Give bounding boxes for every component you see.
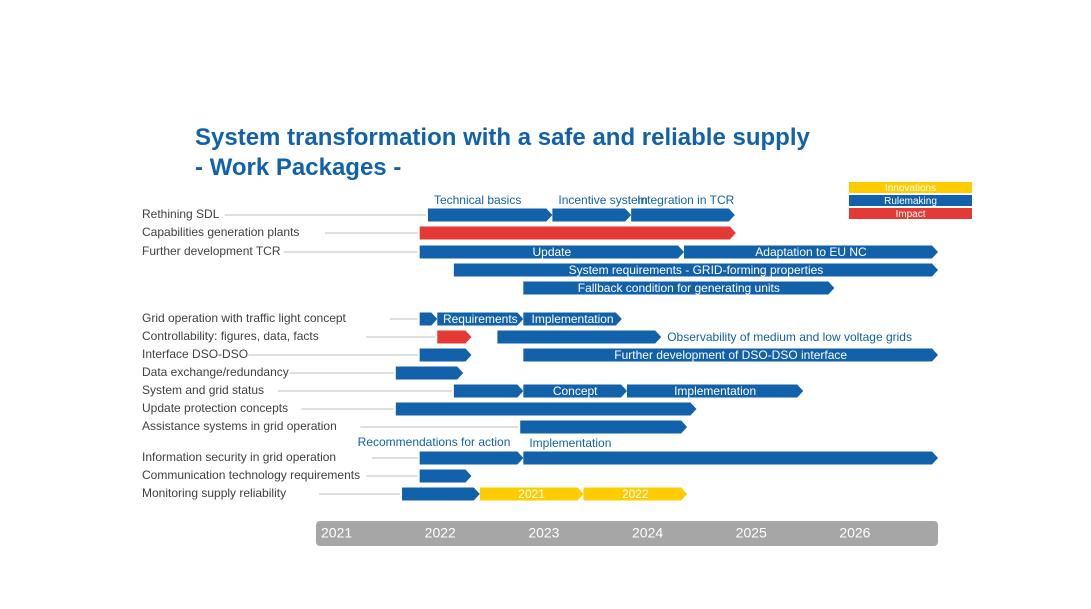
work-package-row: Data exchange/redundancy — [142, 365, 464, 380]
task-bar-label: Implementation — [674, 384, 756, 398]
task-bar-rulemaking[interactable] — [523, 384, 627, 398]
task-bar-label: 2022 — [622, 487, 649, 501]
task-bar-label: Fallback condition for generating units — [578, 281, 780, 295]
work-package-label: Information security in grid operation — [142, 450, 336, 464]
task-bar-label: Update — [532, 245, 571, 259]
task-bar-label: Further development of DSO-DSO interface — [614, 348, 847, 362]
task-bar-rulemaking[interactable] — [520, 420, 688, 434]
work-package-label: Monitoring supply reliability — [142, 486, 286, 500]
work-package-label: System and grid status — [142, 383, 264, 397]
task-bar-rulemaking[interactable] — [419, 245, 685, 259]
year-tick-label: 2024 — [632, 525, 663, 541]
task-bar-label: Integration in TCR — [637, 193, 734, 207]
work-package-row: Further development TCR Update Adaptation … — [142, 244, 938, 259]
task-bar-rulemaking[interactable] — [427, 208, 553, 222]
title-line-1: System transformation with a safe and re… — [195, 124, 810, 151]
task-bar-rulemaking[interactable] — [523, 348, 938, 362]
title-line-2: - Work Packages - — [195, 154, 402, 181]
task-bar-rulemaking[interactable] — [627, 384, 804, 398]
year-tick-label: 2023 — [528, 525, 559, 541]
task-bar-label: 2021 — [518, 487, 545, 501]
task-bar-rulemaking[interactable] — [419, 312, 438, 326]
task-bar-rulemaking[interactable] — [497, 330, 662, 344]
legend: Innovations Rulemaking Impact — [849, 182, 972, 220]
work-package-label: Data exchange/redundancy — [142, 365, 289, 379]
work-package-label: Rethining SDL — [142, 207, 220, 221]
work-package-label: Update protection concepts — [142, 401, 288, 415]
task-bar-rulemaking[interactable] — [419, 348, 472, 362]
work-package-label: Communication technology requirements — [142, 468, 360, 482]
task-bar-label: Incentive system — [558, 193, 647, 207]
legend-swatch-innovations — [849, 182, 972, 193]
work-package-label: Capabilities generation plants — [142, 225, 299, 239]
task-bar-rulemaking[interactable] — [402, 487, 480, 501]
work-package-row: Update protection concepts — [142, 401, 697, 416]
work-package-label: Grid operation with traffic light concep… — [142, 311, 347, 325]
work-package-label: Further development TCR — [142, 244, 281, 258]
work-package-row: System requirements - GRID-forming prope… — [453, 263, 938, 277]
work-package-row: Grid operation with traffic light concep… — [142, 311, 622, 326]
task-bar-label: Concept — [553, 384, 598, 398]
task-bar-rulemaking[interactable] — [684, 245, 938, 259]
legend-label: Impact — [895, 209, 925, 220]
task-bar-label: Technical basics — [434, 193, 521, 207]
work-package-row: Monitoring supply reliability 2021 2022 — [142, 486, 688, 501]
task-bar-label: System requirements - GRID-forming prope… — [569, 263, 824, 277]
year-tick-label: 2022 — [425, 525, 456, 541]
legend-label: Rulemaking — [884, 196, 937, 207]
task-bar-rulemaking[interactable] — [523, 281, 835, 295]
work-package-row: System and grid status Concept Implementat… — [142, 383, 804, 398]
task-bar-label: Implementation — [529, 436, 611, 450]
timeline-axis: 2021 2022 2023 2024 2025 2026 — [316, 521, 938, 546]
task-bar-label: Adaptation to EU NC — [755, 245, 867, 259]
task-bar-rulemaking[interactable] — [523, 451, 938, 465]
work-package-row: Capabilities generation plants — [142, 225, 736, 240]
task-bar-label: Requirements — [443, 312, 518, 326]
task-bar-rulemaking[interactable] — [395, 402, 697, 416]
year-tick-label: 2026 — [839, 525, 870, 541]
work-package-label: Controllability: figures, data, facts — [142, 329, 319, 343]
task-bar-rulemaking[interactable] — [453, 263, 938, 277]
task-bar-innovations[interactable] — [583, 487, 688, 501]
work-package-row: Rethining SDL Technical basics Incentive s… — [142, 193, 735, 222]
task-bar-impact[interactable] — [437, 330, 472, 344]
work-package-label: Interface DSO-DSO — [142, 347, 248, 361]
year-tick-label: 2025 — [736, 525, 767, 541]
work-package-row: Fallback condition for generating units — [523, 281, 835, 295]
legend-label: Innovations — [885, 183, 936, 194]
task-bar-innovations[interactable] — [479, 487, 584, 501]
task-bar-label: Observability of medium and low voltage … — [667, 330, 912, 344]
task-bar-rulemaking[interactable] — [419, 469, 472, 483]
work-package-row: Assistance systems in grid operation — [142, 419, 688, 434]
task-bar-impact[interactable] — [419, 226, 736, 240]
work-package-row: Information security in grid operation Re… — [142, 435, 938, 465]
task-bar-rulemaking[interactable] — [523, 312, 622, 326]
work-package-row: Interface DSO-DSO Further development of … — [142, 347, 938, 362]
page-title: System transformation with a safe and re… — [195, 123, 810, 183]
task-bar-rulemaking[interactable] — [395, 366, 464, 380]
work-package-row: Controllability: figures, data, facts Obs… — [142, 329, 912, 344]
year-tick-label: 2021 — [321, 525, 352, 541]
legend-swatch-rulemaking — [849, 195, 972, 206]
work-package-row: Communication technology requirements — [142, 468, 472, 483]
task-bar-rulemaking[interactable] — [453, 384, 524, 398]
timeline-band — [316, 521, 938, 546]
task-bar-rulemaking[interactable] — [552, 208, 632, 222]
task-bar-rulemaking[interactable] — [419, 451, 524, 465]
task-bar-rulemaking[interactable] — [631, 208, 735, 222]
task-bar-label: Implementation — [532, 312, 614, 326]
legend-swatch-impact — [849, 208, 972, 219]
task-bar-rulemaking[interactable] — [437, 312, 524, 326]
task-bar-label: Recommendations for action — [358, 435, 511, 449]
work-package-label: Assistance systems in grid operation — [142, 419, 337, 433]
